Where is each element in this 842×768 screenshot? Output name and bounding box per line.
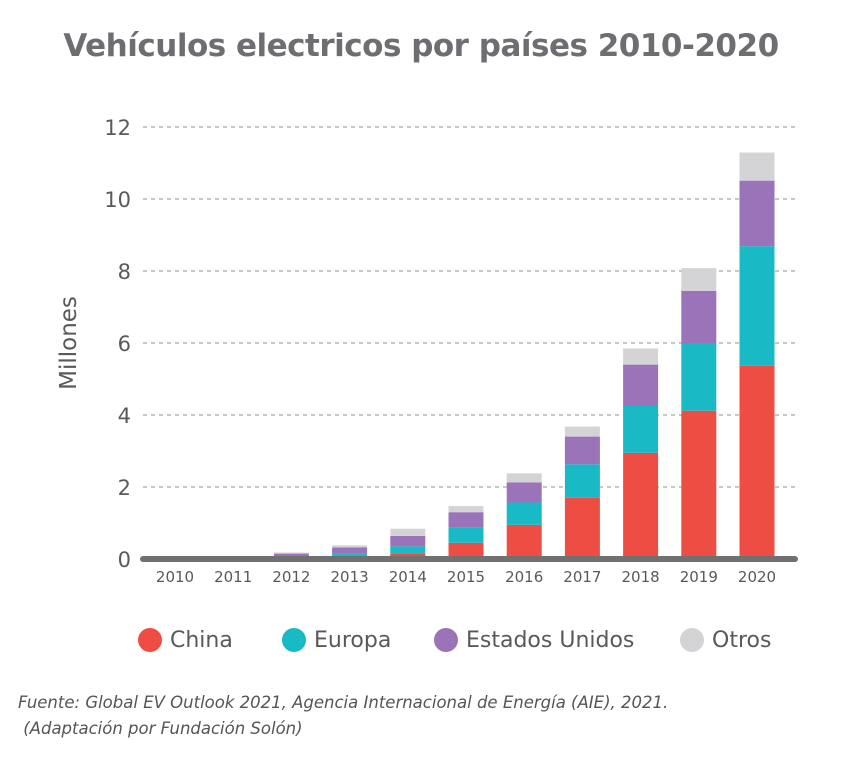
- bar-2015-otros: [448, 506, 484, 513]
- y-axis-label: Millones: [56, 296, 82, 390]
- bar-2014-estados-unidos: [390, 535, 426, 547]
- legend-label-otros: Otros: [712, 627, 772, 653]
- x-tick-labels: 2010 2011 2012 2013 2014 2015 2016 2017 2018 2019…: [156, 568, 776, 586]
- x-tick-label-2019: 2019: [680, 568, 718, 586]
- bar-2016-estados-unidos: [506, 482, 542, 503]
- legend-swatch-otros: [680, 628, 704, 652]
- y-tick-label-6: 6: [118, 332, 131, 356]
- x-tick-label-2017: 2017: [563, 568, 601, 586]
- legend-item-otros: Otros: [680, 620, 771, 660]
- x-tick-label-2013: 2013: [331, 568, 369, 586]
- source-line-1: Fuente: Global EV Outlook 2021, Agencia …: [18, 693, 669, 712]
- bar-2017-china: [564, 497, 600, 559]
- bar-2020-estados-unidos: [739, 180, 775, 247]
- bar-2020-otros: [739, 152, 775, 181]
- bar-2014-europa: [390, 546, 426, 554]
- y-tick-label-2: 2: [118, 476, 131, 500]
- y-tick-label-0: 0: [118, 548, 131, 572]
- bar-2020-europa: [739, 246, 775, 366]
- bar-2016-otros: [506, 473, 542, 483]
- x-tick-label-2012: 2012: [272, 568, 310, 586]
- y-tick-label-12: 12: [104, 116, 131, 140]
- chart-title: Vehículos electricos por países 2010-202…: [63, 28, 779, 64]
- legend-item-china: China: [138, 620, 233, 660]
- bar-2017-otros: [564, 426, 600, 437]
- bar-2019-china: [681, 410, 717, 559]
- bars: [215, 152, 775, 560]
- bar-2017-estados-unidos: [564, 436, 600, 465]
- x-tick-label-2014: 2014: [389, 568, 427, 586]
- bar-2017-europa: [564, 464, 600, 498]
- bar-2014-otros: [390, 528, 426, 536]
- x-tick-label-2010: 2010: [156, 568, 194, 586]
- legend-item-estados-unidos: Estados Unidos: [434, 620, 634, 660]
- y-tick-label-10: 10: [104, 188, 131, 212]
- bar-2018-europa: [623, 406, 659, 453]
- x-tick-label-2020: 2020: [738, 568, 776, 586]
- source-note: Fuente: Global EV Outlook 2021, Agencia …: [18, 690, 828, 742]
- bar-2016-china: [506, 524, 542, 559]
- y-tick-label-4: 4: [118, 404, 131, 428]
- bar-2013-estados-unidos: [332, 547, 368, 554]
- y-tick-label-8: 8: [118, 260, 131, 284]
- x-tick-label-2011: 2011: [214, 568, 252, 586]
- bar-2018-china: [623, 452, 659, 559]
- legend-label-estados-unidos: Estados Unidos: [466, 627, 635, 653]
- bar-2015-china: [448, 542, 484, 559]
- bar-2020-china: [739, 365, 775, 559]
- legend-label-europa: Europa: [314, 627, 392, 653]
- bar-2012-otros: [273, 552, 309, 554]
- y-tick-labels: 0 2 4 6 8 10 12: [104, 116, 131, 572]
- source-line-2: (Adaptación por Fundación Solón): [18, 719, 303, 738]
- bar-2013-europa: [332, 553, 368, 558]
- legend: China Europa Estados Unidos Otros: [0, 620, 842, 660]
- x-tick-label-2016: 2016: [505, 568, 543, 586]
- bar-2019-europa: [681, 343, 717, 411]
- legend-swatch-china: [138, 628, 162, 652]
- legend-swatch-estados-unidos: [434, 628, 458, 652]
- bar-2012-estados-unidos: [273, 553, 309, 557]
- legend-label-china: China: [170, 627, 233, 653]
- bar-2015-estados-unidos: [448, 512, 484, 528]
- bar-2019-otros: [681, 268, 717, 291]
- bar-2019-estados-unidos: [681, 290, 717, 343]
- bar-2013-otros: [332, 545, 368, 548]
- bar-2016-europa: [506, 502, 542, 525]
- legend-item-europa: Europa: [282, 620, 391, 660]
- legend-swatch-europa: [282, 628, 306, 652]
- x-tick-label-2018: 2018: [622, 568, 660, 586]
- bar-2018-otros: [623, 348, 659, 365]
- bar-2018-estados-unidos: [623, 364, 659, 406]
- bar-2015-europa: [448, 527, 484, 543]
- x-tick-label-2015: 2015: [447, 568, 485, 586]
